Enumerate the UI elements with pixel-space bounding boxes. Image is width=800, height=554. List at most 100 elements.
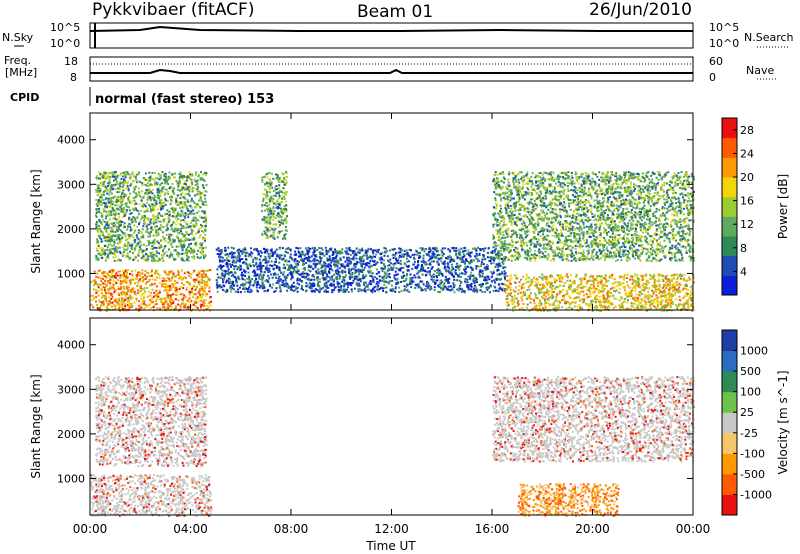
data-cell — [430, 287, 433, 290]
data-cell — [111, 184, 114, 187]
data-cell — [111, 269, 113, 272]
data-cell — [193, 212, 196, 215]
data-cell — [491, 250, 494, 253]
data-cell — [143, 273, 146, 276]
data-cell — [130, 218, 133, 221]
data-cell — [124, 226, 126, 228]
data-cell — [244, 246, 246, 249]
data-cell — [172, 230, 175, 233]
data-cell — [90, 281, 93, 284]
data-cell — [142, 236, 145, 239]
nsky-trace — [89, 25, 693, 32]
data-cell — [108, 199, 111, 202]
data-cell — [387, 282, 390, 285]
data-cell — [382, 263, 385, 266]
data-cell — [126, 252, 129, 255]
data-cell — [162, 254, 165, 257]
data-cell — [159, 224, 162, 226]
data-cell — [279, 201, 282, 204]
data-cell — [193, 280, 196, 283]
data-cell — [476, 258, 479, 261]
data-cell — [139, 248, 142, 251]
data-cell — [161, 303, 164, 306]
data-cell — [165, 225, 168, 227]
data-cell — [356, 281, 359, 284]
data-cell — [140, 190, 143, 193]
data-cell — [489, 270, 492, 273]
data-cell — [269, 210, 271, 213]
data-cell — [113, 250, 116, 252]
data-cell — [182, 234, 185, 237]
data-cell — [112, 212, 115, 215]
data-cell — [94, 279, 97, 282]
data-cell — [168, 298, 171, 301]
data-cell — [190, 232, 193, 235]
data-cell — [464, 259, 467, 262]
data-cell — [180, 193, 183, 196]
data-cell — [474, 277, 477, 279]
data-cell — [121, 209, 124, 211]
data-cell — [293, 253, 296, 256]
data-cell — [185, 286, 188, 289]
data-cell — [129, 178, 132, 181]
data-cell — [319, 287, 322, 290]
data-cell — [437, 250, 439, 253]
data-cell — [409, 278, 412, 281]
data-cell — [351, 250, 354, 253]
data-cell — [107, 243, 110, 246]
data-cell — [152, 295, 155, 298]
data-cell — [141, 216, 144, 219]
data-cell — [480, 261, 483, 264]
data-cell — [201, 203, 204, 205]
data-cell — [95, 212, 98, 214]
data-cell — [324, 267, 327, 270]
data-cell — [152, 239, 155, 242]
data-cell — [97, 242, 100, 245]
data-cell — [485, 279, 487, 282]
data-cell — [149, 284, 152, 287]
data-cell — [195, 204, 198, 207]
data-cell — [273, 227, 276, 230]
data-cell — [239, 291, 242, 294]
data-cell — [279, 288, 282, 291]
data-cell — [118, 233, 121, 236]
data-cell — [348, 262, 351, 265]
data-cell — [111, 239, 113, 242]
nave-top-tick: 60 — [709, 55, 723, 68]
data-cell — [150, 242, 153, 245]
data-cell — [184, 201, 187, 204]
data-cell — [434, 248, 437, 251]
data-cell — [215, 283, 218, 286]
data-cell — [140, 294, 143, 297]
data-cell — [119, 252, 122, 255]
data-cell — [150, 291, 153, 294]
data-cell — [283, 183, 286, 186]
data-cell — [174, 176, 176, 179]
data-cell — [161, 206, 164, 209]
data-cell — [409, 255, 412, 258]
data-cell — [272, 223, 275, 226]
data-cell — [276, 236, 279, 239]
data-cell — [99, 188, 102, 191]
data-cell — [264, 188, 267, 191]
data-cell — [385, 286, 388, 289]
data-cell — [177, 299, 180, 302]
data-cell — [351, 271, 354, 274]
data-cell — [308, 250, 311, 253]
data-cell — [464, 265, 467, 268]
data-cell — [196, 306, 199, 309]
data-cell — [447, 281, 449, 284]
data-cell — [186, 226, 189, 229]
data-cell — [294, 250, 297, 253]
data-cell — [394, 286, 397, 289]
data-cell — [353, 250, 356, 253]
data-cell — [485, 282, 488, 285]
data-cell — [372, 249, 375, 252]
data-cell — [313, 290, 316, 293]
data-cell — [452, 283, 455, 286]
data-cell — [345, 264, 348, 267]
data-cell — [323, 269, 326, 271]
data-cell — [104, 279, 106, 282]
data-cell — [283, 205, 286, 208]
data-cell — [287, 285, 290, 288]
